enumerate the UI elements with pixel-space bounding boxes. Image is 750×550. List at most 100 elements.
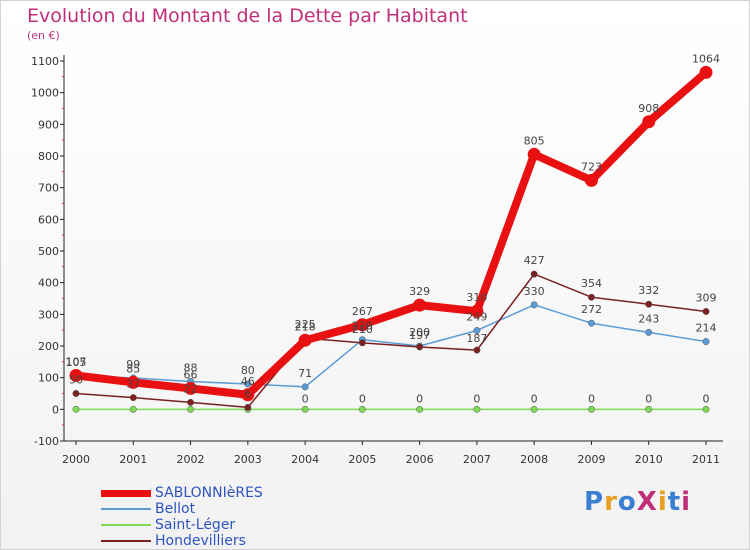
data-label: 267 [352,305,373,318]
x-tick-label: 2009 [577,453,605,466]
data-point [72,390,80,397]
logo-letter: P [584,487,605,517]
x-tick-label: 2000 [62,453,90,466]
data-label: 908 [638,102,659,115]
logo-letter: i [657,487,668,517]
data-point [473,346,481,354]
data-label: 200 [409,326,430,339]
data-point [69,368,83,382]
data-point [72,405,80,413]
data-label: 99 [126,358,140,371]
data-point [301,383,309,391]
data-label: 225 [295,318,316,331]
data-label: 107 [66,355,87,368]
data-label: 197 [409,329,430,342]
data-label: 330 [524,285,545,298]
data-label: 88 [184,361,198,374]
y-tick-label: 800 [38,150,59,163]
data-point [298,333,312,347]
logo-letter: r [604,487,618,517]
data-point [588,405,595,413]
data-label: 37 [126,378,140,391]
unit-label: (en €) [27,29,60,42]
series-line-1 [75,304,707,388]
data-point [470,304,484,318]
data-point [244,403,252,411]
data-point [645,300,653,308]
data-label: 50 [69,374,83,387]
legend-swatch [101,524,151,526]
data-label: 46 [241,375,255,388]
data-point [642,115,656,129]
data-point [702,338,710,346]
data-label: 329 [409,285,430,298]
data-point [187,398,194,406]
data-point [527,147,541,161]
legend-swatch [101,540,151,542]
data-label: 71 [298,367,312,380]
series-line-3 [75,273,707,409]
x-tick-label: 2011 [692,453,720,466]
x-tick-label: 2004 [291,453,319,466]
data-point [358,405,366,413]
data-point [699,65,713,79]
data-label: 214 [696,322,717,335]
data-point [473,405,481,413]
data-point [241,388,255,402]
data-point [416,405,424,413]
data-label: 80 [241,364,255,377]
data-label: 332 [638,284,659,297]
data-point [530,301,538,309]
data-point [244,380,252,388]
y-tick-label: 1100 [31,55,59,68]
data-point [702,308,710,315]
legend-swatch [101,490,151,497]
x-tick-label: 2008 [520,453,548,466]
data-label: 22 [184,382,198,395]
data-point [645,328,653,336]
data-point [129,394,137,402]
data-label: 218 [295,320,316,333]
x-tick-label: 2005 [348,453,376,466]
logo-letter: o [617,487,637,517]
data-label: 310 [466,291,487,304]
data-point [184,381,198,395]
data-label: 272 [581,303,602,316]
y-tick-label: -100 [34,435,59,448]
y-tick-label: 100 [38,372,59,385]
data-point [645,405,653,413]
data-label: 187 [466,332,487,345]
data-point [416,343,424,351]
y-tick-label: 400 [38,277,59,290]
y-tick-label: 200 [38,340,59,353]
data-label: 105 [66,356,87,369]
y-tick-label: 900 [38,118,59,131]
data-point [584,173,598,187]
data-label: 0 [416,392,423,405]
y-tick-label: 0 [52,403,59,416]
x-tick-label: 2002 [177,453,205,466]
data-label: 723 [581,160,602,173]
data-label: 243 [638,312,659,325]
x-tick-label: 2003 [234,453,262,466]
data-point [126,375,140,389]
legend-label: Bellot [155,501,196,517]
data-label: 427 [524,254,545,267]
data-label: 220 [352,320,373,333]
data-point [358,339,366,347]
data-point [187,405,194,413]
y-tick-label: 700 [38,182,59,195]
data-point [129,405,137,413]
data-label: 309 [696,291,717,304]
logo-letter: t [667,487,682,517]
y-tick-label: 1000 [31,87,59,100]
data-label: 85 [126,362,140,375]
data-label: 1064 [692,52,720,65]
legend-label: SABLONNIèRES [155,485,263,501]
data-label: 0 [302,392,309,405]
y-tick-label: 500 [38,245,59,258]
data-label: 354 [581,277,602,290]
logo-letter: X [636,487,658,517]
